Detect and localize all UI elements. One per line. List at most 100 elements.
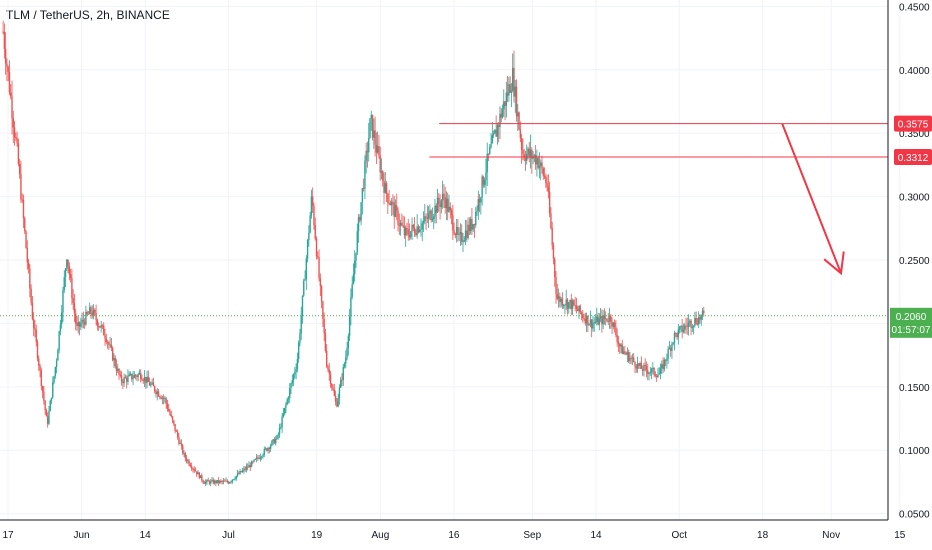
candle-body	[301, 295, 304, 316]
candle-body	[584, 318, 587, 324]
candle-body	[633, 357, 635, 362]
candle-body	[52, 382, 54, 398]
candle-body	[313, 205, 315, 226]
candle-body	[624, 351, 626, 353]
x-tick-label: Sep	[523, 530, 541, 541]
candle-body	[478, 198, 481, 203]
candle-body	[77, 322, 79, 327]
candle-body	[657, 374, 659, 378]
candle-body	[131, 373, 133, 380]
candle-body	[443, 193, 445, 198]
candle-body	[467, 224, 469, 239]
candle-body	[692, 325, 695, 327]
candle-body	[241, 470, 244, 473]
candle-body	[197, 472, 199, 475]
candle-body	[278, 427, 281, 435]
candle-body	[698, 317, 700, 325]
candle-body	[562, 305, 565, 307]
candle-body	[145, 376, 147, 383]
candle-body	[401, 222, 403, 226]
candle-body	[15, 136, 17, 139]
candle-body	[76, 323, 78, 327]
arrow-annotation[interactable]	[781, 123, 845, 276]
candle-body	[402, 225, 404, 227]
candle-body	[594, 321, 597, 323]
downtrend-arrow-shaft[interactable]	[781, 123, 842, 274]
candle-body	[22, 199, 25, 219]
candle-body	[206, 480, 208, 482]
level-price-label: 0.3575	[898, 120, 929, 131]
candle-body	[532, 156, 534, 159]
candle-body	[3, 31, 6, 49]
level-price-label: 0.3312	[898, 153, 929, 164]
candle-body	[48, 411, 50, 424]
candle-body	[203, 482, 206, 484]
candle-body	[536, 157, 538, 165]
candle-body	[503, 101, 505, 110]
candle-body	[239, 471, 241, 474]
candle-body	[204, 481, 207, 484]
candle-body	[210, 480, 212, 484]
candle-body	[531, 149, 533, 159]
candle-body	[421, 223, 423, 230]
candle-body	[44, 400, 46, 411]
candle-body	[215, 480, 217, 484]
candle-body	[575, 305, 578, 310]
candle-body	[258, 458, 260, 459]
candle-body	[528, 148, 530, 157]
candle-body	[281, 416, 283, 428]
x-tick-label: 16	[448, 530, 460, 541]
x-tick-label: 14	[140, 530, 152, 541]
candle-body	[616, 334, 618, 343]
candle-body	[683, 325, 686, 330]
candle-body	[695, 318, 697, 324]
candle-body	[343, 363, 346, 367]
candle-body	[515, 86, 518, 117]
candle-body	[607, 320, 609, 322]
candle-body	[630, 358, 632, 359]
candle-body	[374, 130, 376, 145]
candle-body	[424, 216, 426, 222]
candle-body	[243, 468, 245, 471]
candle-body	[294, 372, 296, 375]
candle-body	[286, 399, 288, 405]
candle-body	[472, 224, 474, 230]
candle-body	[457, 226, 459, 235]
downtrend-arrow-head[interactable]	[823, 251, 845, 276]
candle-body	[53, 376, 55, 383]
candle-body	[699, 317, 701, 320]
candle-body	[6, 63, 8, 67]
candle-body	[655, 375, 658, 378]
candle-body	[68, 266, 71, 275]
candle-body	[162, 397, 165, 399]
candle-body	[327, 366, 329, 370]
candle-body	[410, 231, 412, 238]
candle-body	[150, 383, 152, 386]
candle-body	[571, 300, 574, 309]
candle-body	[174, 424, 176, 431]
candle-body	[603, 315, 606, 319]
level-price-tag	[894, 149, 932, 166]
candle-body	[276, 435, 278, 439]
candle-body	[480, 197, 482, 203]
candle-body	[452, 215, 454, 231]
candle-body	[638, 363, 640, 366]
candle-body	[80, 323, 82, 327]
candle-body	[371, 114, 374, 138]
candle-body	[238, 473, 240, 475]
candle-body	[668, 347, 671, 350]
candle-body	[16, 138, 18, 144]
candle-body	[661, 364, 663, 369]
candle-body	[17, 143, 20, 165]
candle-body	[411, 224, 413, 232]
current-price-tag	[890, 307, 932, 338]
candle-body	[675, 332, 677, 334]
candle-body	[134, 375, 137, 377]
candle-body	[266, 448, 268, 451]
horizontal-levels[interactable]	[0, 123, 888, 317]
candle-body	[542, 168, 544, 176]
candle-body	[383, 180, 385, 193]
candle-body	[667, 349, 669, 359]
candle-body	[166, 403, 169, 410]
